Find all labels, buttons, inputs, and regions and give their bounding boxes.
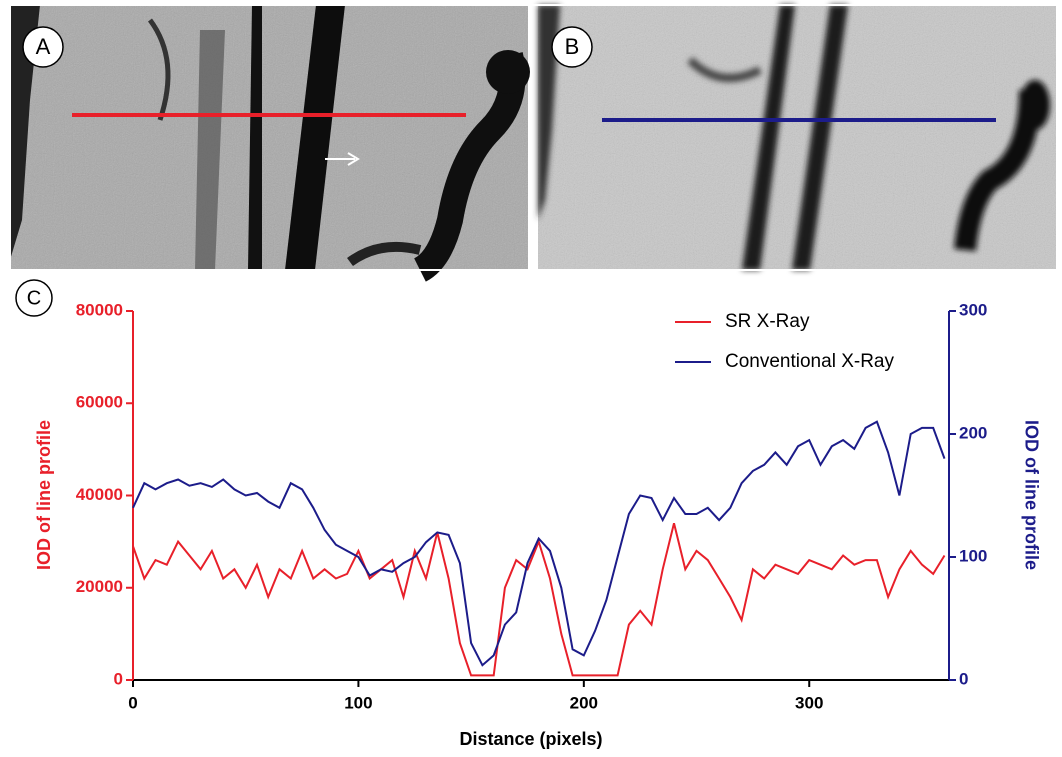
panel-a-image <box>10 5 530 282</box>
series-line <box>132 420 946 667</box>
y-tick-label: 80000 <box>76 300 123 319</box>
panel-labels: A B C <box>15 26 593 317</box>
y-tick-label: 60000 <box>76 393 123 412</box>
y2-tick-label: 0 <box>959 669 968 688</box>
panel-label: C <box>27 287 41 309</box>
x-tick-label: 300 <box>795 693 823 712</box>
label-circle <box>551 26 593 68</box>
panel-b-image <box>538 5 1057 270</box>
y2-tick-label: 300 <box>959 300 987 319</box>
panel-label: A <box>36 34 51 59</box>
y-axis-label: IOD of line profile <box>34 420 54 570</box>
x-axis-label: Distance (pixels) <box>459 729 602 749</box>
legend-label: SR X-Ray <box>725 311 810 332</box>
x-tick-label: 200 <box>570 693 598 712</box>
series-line <box>132 522 946 677</box>
y-tick-label: 20000 <box>76 577 123 596</box>
y-tick-label: 40000 <box>76 485 123 504</box>
x-tick-label: 100 <box>344 693 372 712</box>
y-tick-label: 0 <box>114 669 123 688</box>
y2-axis-label: IOD of line profile <box>1021 420 1041 570</box>
y2-tick-label: 100 <box>959 546 987 565</box>
label-circle <box>22 26 64 68</box>
x-tick-label: 0 <box>128 693 137 712</box>
legend-label: Conventional X-Ray <box>725 351 894 372</box>
label-circle <box>15 279 53 317</box>
y2-tick-label: 200 <box>959 423 987 442</box>
panel-label: B <box>565 34 580 59</box>
